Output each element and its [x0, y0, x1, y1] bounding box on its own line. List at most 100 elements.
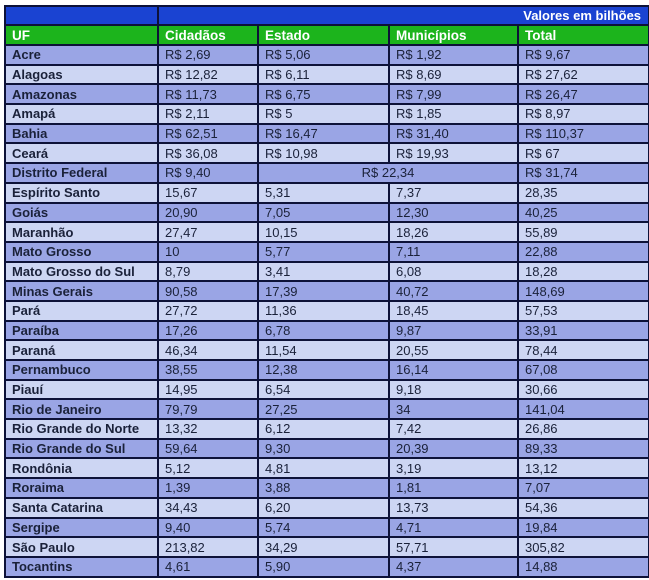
value-cell: 26,86 — [516, 418, 649, 440]
value-cell: 17,39 — [257, 280, 390, 302]
column-header-uf: UF — [4, 24, 159, 46]
value-cell: 20,39 — [388, 437, 519, 460]
value-cell: R$ 16,47 — [257, 122, 390, 145]
value-cell: 17,26 — [157, 319, 259, 342]
values-table: Valores em bilhões UF Cidadãos Estado Mu… — [4, 5, 649, 578]
uf-cell: Pará — [4, 299, 159, 322]
value-cell: 22,88 — [516, 240, 649, 263]
value-cell: R$ 36,08 — [157, 142, 259, 165]
value-cell: 141,04 — [516, 398, 649, 421]
value-cell: 5,12 — [157, 457, 259, 480]
value-cell: 8,79 — [157, 260, 259, 283]
value-cell: R$ 31,74 — [516, 162, 649, 184]
value-cell: R$ 6,75 — [257, 83, 390, 106]
value-cell: 3,19 — [388, 457, 519, 480]
value-cell: 7,07 — [516, 477, 649, 499]
uf-cell: Rio Grande do Sul — [4, 437, 159, 460]
value-cell: 30,66 — [516, 378, 649, 401]
value-cell: 27,25 — [257, 398, 390, 421]
table-row: Rio de Janeiro 79,79 27,25 34 141,04 — [4, 398, 649, 421]
value-cell: 1,39 — [157, 477, 259, 499]
value-cell: 28,35 — [516, 181, 649, 204]
column-header-total: Total — [516, 24, 649, 46]
table-row: Paraíba 17,26 6,78 9,87 33,91 — [4, 319, 649, 342]
value-cell: R$ 110,37 — [516, 122, 649, 145]
uf-cell: Rio Grande do Norte — [4, 418, 159, 440]
value-cell: 7,37 — [388, 181, 519, 204]
value-cell: R$ 62,51 — [157, 122, 259, 145]
value-cell: R$ 8,97 — [516, 103, 649, 125]
value-cell: 11,36 — [257, 299, 390, 322]
uf-cell: Acre — [4, 44, 159, 66]
table-row: Rio Grande do Norte 13,32 6,12 7,42 26,86 — [4, 418, 649, 440]
value-cell: R$ 12,82 — [157, 63, 259, 86]
uf-cell: São Paulo — [4, 536, 159, 558]
uf-cell: Espírito Santo — [4, 181, 159, 204]
value-cell: R$ 7,99 — [388, 83, 519, 106]
value-cell: R$ 1,92 — [388, 44, 519, 66]
table-row: Minas Gerais 90,58 17,39 40,72 148,69 — [4, 280, 649, 302]
value-cell: 89,33 — [516, 437, 649, 460]
table-row: Mato Grosso 10 5,77 7,11 22,88 — [4, 240, 649, 263]
value-cell: 6,54 — [257, 378, 390, 401]
banner-row: Valores em bilhões — [4, 5, 649, 26]
uf-cell: Bahia — [4, 122, 159, 145]
value-cell: 33,91 — [516, 319, 649, 342]
table-row: Alagoas R$ 12,82 R$ 6,11 R$ 8,69 R$ 27,62 — [4, 63, 649, 86]
value-cell: 12,30 — [388, 201, 519, 224]
value-cell: 57,71 — [388, 536, 519, 558]
value-cell: 213,82 — [157, 536, 259, 558]
value-cell: 5,90 — [257, 555, 390, 578]
value-cell: 59,64 — [157, 437, 259, 460]
value-cell: 4,71 — [388, 516, 519, 539]
uf-cell: Maranhão — [4, 221, 159, 243]
table-row: Roraima 1,39 3,88 1,81 7,07 — [4, 477, 649, 499]
column-header-row: UF Cidadãos Estado Municípios Total — [4, 24, 649, 46]
value-cell: R$ 2,11 — [157, 103, 259, 125]
value-cell: 7,11 — [388, 240, 519, 263]
value-cell: 16,14 — [388, 359, 519, 381]
value-cell: 57,53 — [516, 299, 649, 322]
value-cell: R$ 2,69 — [157, 44, 259, 66]
table-row: Santa Catarina 34,43 6,20 13,73 54,36 — [4, 496, 649, 519]
value-cell: 6,20 — [257, 496, 390, 519]
value-cell: R$ 5 — [257, 103, 390, 125]
value-cell: R$ 11,73 — [157, 83, 259, 106]
uf-cell: Alagoas — [4, 63, 159, 86]
value-cell: R$ 5,06 — [257, 44, 390, 66]
table-row: Bahia R$ 62,51 R$ 16,47 R$ 31,40 R$ 110,37 — [4, 122, 649, 145]
value-cell: 15,67 — [157, 181, 259, 204]
column-header-municipios: Municípios — [388, 24, 519, 46]
value-cell: 6,78 — [257, 319, 390, 342]
uf-cell: Paraná — [4, 339, 159, 361]
uf-cell: Roraima — [4, 477, 159, 499]
value-cell: 79,79 — [157, 398, 259, 421]
table-row: Sergipe 9,40 5,74 4,71 19,84 — [4, 516, 649, 539]
value-cell: 18,45 — [388, 299, 519, 322]
uf-cell: Rondônia — [4, 457, 159, 480]
value-cell: 10,15 — [257, 221, 390, 243]
table-body: Acre R$ 2,69 R$ 5,06 R$ 1,92 R$ 9,67 Alagoas R… — [4, 44, 649, 578]
value-cell: 13,73 — [388, 496, 519, 519]
uf-cell: Amapá — [4, 103, 159, 125]
value-cell: 7,05 — [257, 201, 390, 224]
table-row: Espírito Santo 15,67 5,31 7,37 28,35 — [4, 181, 649, 204]
value-cell: R$ 9,40 — [157, 162, 259, 184]
table-row: Amazonas R$ 11,73 R$ 6,75 R$ 7,99 R$ 26,47 — [4, 83, 649, 106]
value-cell: 20,55 — [388, 339, 519, 361]
value-cell: 54,36 — [516, 496, 649, 519]
value-cell: 9,87 — [388, 319, 519, 342]
table-row: Rio Grande do Sul 59,64 9,30 20,39 89,33 — [4, 437, 649, 460]
table-row: Distrito Federal R$ 9,40 R$ 22,34 R$ 31,74 — [4, 162, 649, 184]
uf-cell: Tocantins — [4, 555, 159, 578]
value-cell: 67,08 — [516, 359, 649, 381]
column-header-estado: Estado — [257, 24, 390, 46]
value-cell: 18,28 — [516, 260, 649, 283]
value-cell: 27,72 — [157, 299, 259, 322]
table-row: Acre R$ 2,69 R$ 5,06 R$ 1,92 R$ 9,67 — [4, 44, 649, 66]
value-cell: 55,89 — [516, 221, 649, 243]
value-cell: 40,25 — [516, 201, 649, 224]
table-row: São Paulo 213,82 34,29 57,71 305,82 — [4, 536, 649, 558]
value-cell: 34,29 — [257, 536, 390, 558]
value-cell: 4,81 — [257, 457, 390, 480]
